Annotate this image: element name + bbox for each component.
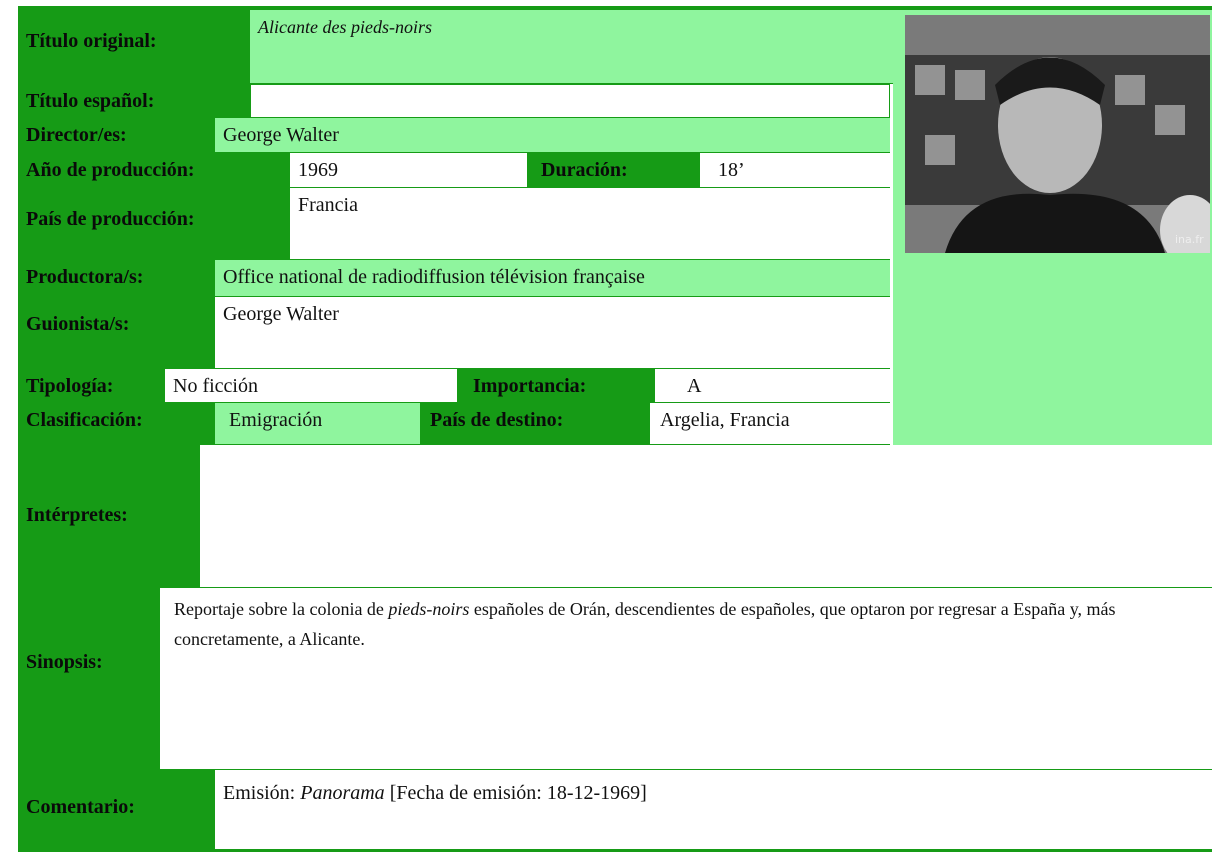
text: españoles de Orán, descendientes de espa…: [174, 599, 1116, 649]
label: Título español:: [18, 84, 250, 118]
label: Intérpretes:: [18, 445, 200, 588]
label: Comentario:: [18, 770, 215, 850]
value: No ficción: [165, 369, 457, 403]
text: [Fecha de emisión: 18-12-1969]: [384, 782, 647, 804]
value: Emisión: Panorama [Fecha de emisión: 18-…: [215, 770, 1212, 850]
value: Office national de radiodiffusion télévi…: [215, 260, 890, 297]
text: Emisión:: [223, 782, 301, 804]
label: Clasificación:: [18, 403, 215, 445]
value: Alicante des pieds-noirs: [250, 10, 893, 84]
value: Francia: [290, 188, 890, 260]
photo: ina.fr: [905, 15, 1210, 253]
label: Guionista/s:: [18, 297, 215, 369]
value: 1969: [290, 153, 527, 188]
value: 18’: [700, 153, 890, 188]
label: País de destino:: [420, 403, 650, 445]
value: [250, 84, 890, 118]
label: País de producción:: [18, 188, 290, 260]
label: Tipología:: [18, 369, 165, 403]
label: Título original:: [18, 10, 250, 84]
value: [200, 445, 1212, 588]
label: Año de producción:: [18, 153, 290, 188]
value: George Walter: [215, 297, 890, 369]
value: Argelia, Francia: [650, 403, 890, 445]
value: George Walter: [215, 118, 890, 153]
text: Reportaje sobre la colonia de: [174, 599, 389, 619]
text-italic: pieds-noirs: [388, 599, 470, 619]
label: Productora/s:: [18, 260, 215, 297]
label: Importancia:: [457, 369, 655, 403]
label: Director/es:: [18, 118, 215, 153]
label: Sinopsis:: [18, 588, 160, 770]
watermark: ina.fr: [1175, 233, 1204, 246]
top-rule: [18, 6, 1212, 10]
value: Reportaje sobre la colonia de pieds-noir…: [160, 588, 1212, 770]
bottom-rule: [18, 850, 1212, 852]
value: A: [655, 369, 890, 403]
label: Duración:: [527, 153, 700, 188]
text-italic: Panorama: [300, 782, 385, 804]
value: Emigración: [215, 403, 420, 445]
